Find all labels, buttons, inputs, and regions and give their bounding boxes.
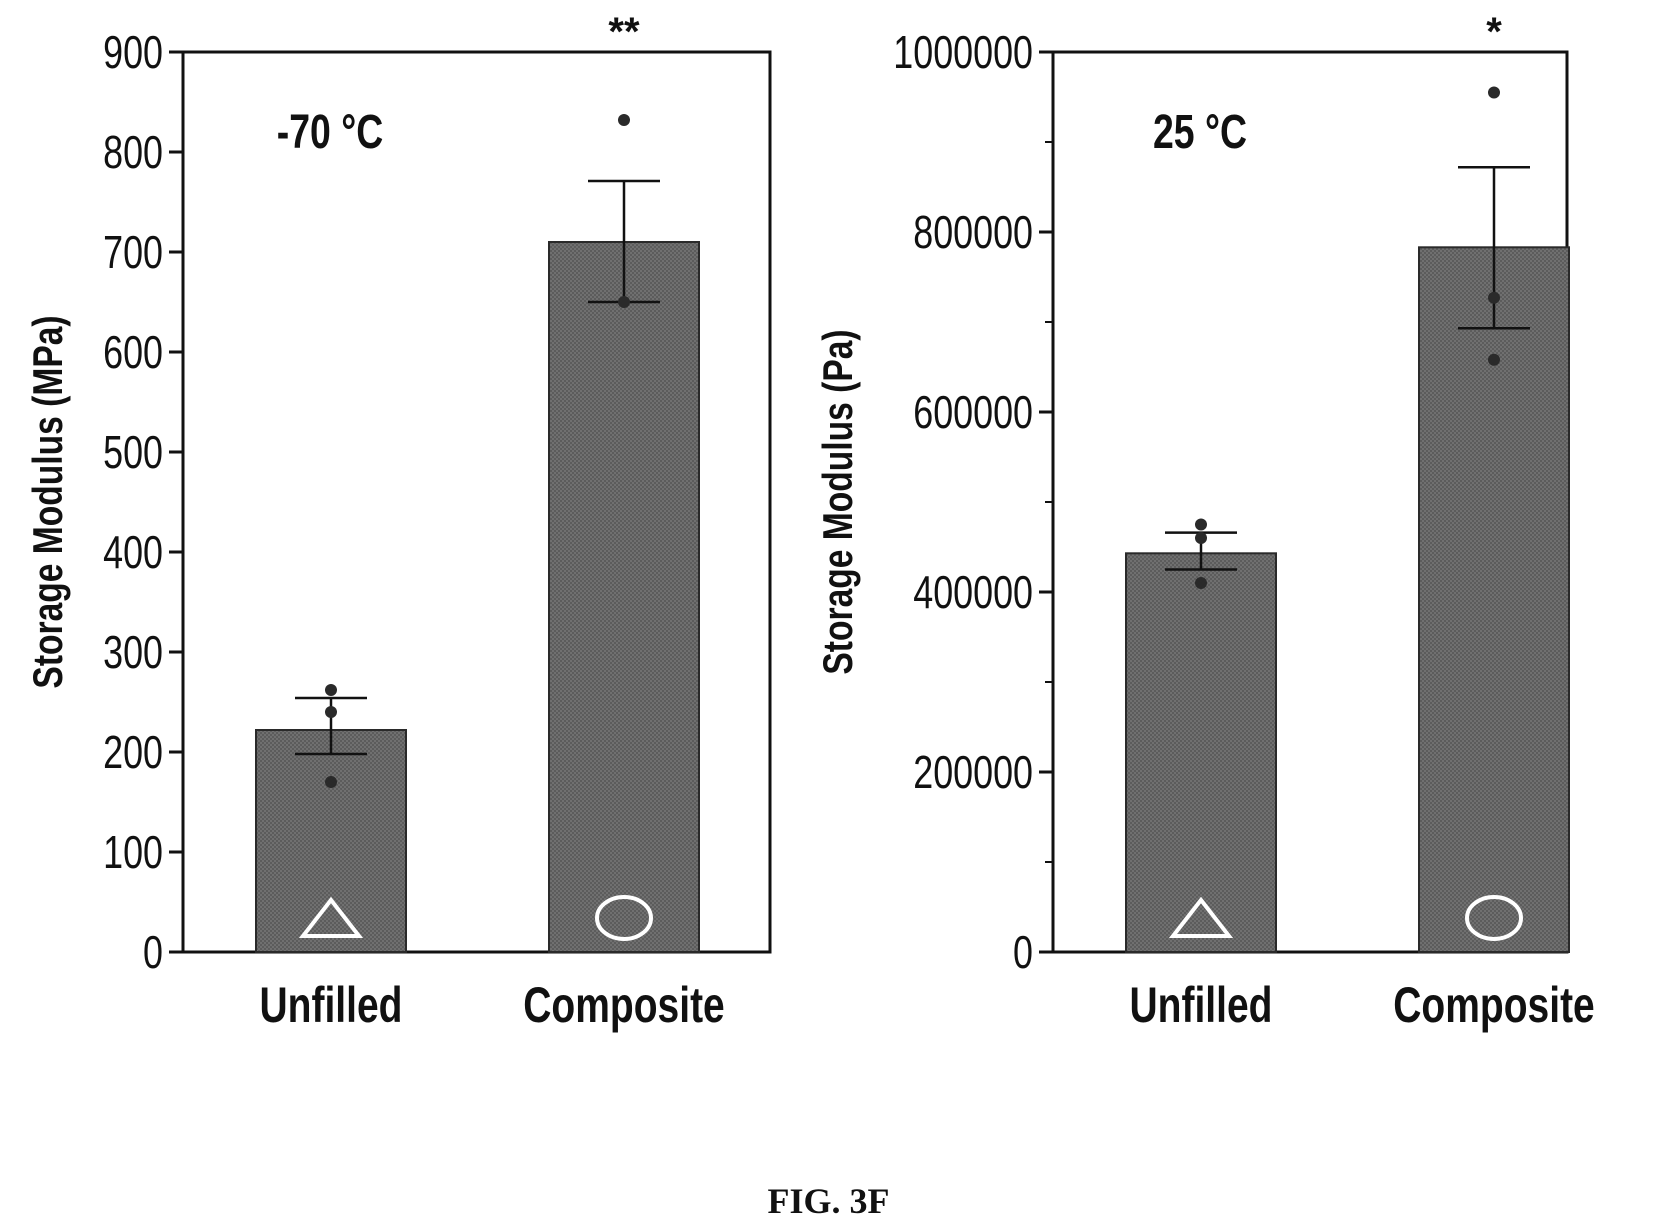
temperature-annotation: -70 °C xyxy=(277,106,383,160)
triangle-marker-icon xyxy=(298,896,364,938)
plot-frame xyxy=(181,50,772,954)
y-tick-label: 300 xyxy=(103,627,163,678)
temperature-annotation: 25 °C xyxy=(1153,106,1247,160)
data-point xyxy=(1488,86,1500,99)
y-tick-label: 700 xyxy=(103,227,163,278)
y-tick-label: 500 xyxy=(103,427,163,478)
y-tick-label: 900 xyxy=(103,27,163,78)
circle-marker-icon xyxy=(595,895,653,941)
x-category-label: Unfilled xyxy=(1130,976,1273,1033)
y-tick-label: 600 xyxy=(103,327,163,378)
data-point xyxy=(1488,291,1500,304)
significance-marker: ** xyxy=(608,10,640,54)
data-point xyxy=(618,296,630,308)
y-tick-label: 800 xyxy=(103,127,163,178)
bar-unfilled xyxy=(1125,552,1277,953)
y-tick-label: 200000 xyxy=(913,747,1033,798)
data-point xyxy=(1195,518,1207,531)
x-category-label: Composite xyxy=(1393,976,1594,1033)
y-tick-label: 0 xyxy=(143,927,163,978)
y-tick-label: 600000 xyxy=(913,387,1033,438)
data-point xyxy=(1195,532,1207,544)
y-tick-label: 1000000 xyxy=(893,27,1033,78)
significance-marker: * xyxy=(1486,10,1502,54)
data-point xyxy=(325,706,337,718)
chart-right-storage-modulus-pa: 0 200000 400000 600000 800000 1000000 Storage … xyxy=(816,10,1595,1033)
y-axis-label: Storage Modulus (Pa) xyxy=(816,329,862,674)
data-point xyxy=(618,114,630,126)
y-tick-label: 100 xyxy=(103,827,163,878)
circle-marker-icon xyxy=(1465,895,1523,941)
x-category-label: Composite xyxy=(523,976,724,1033)
y-axis-label: Storage Modulus (MPa) xyxy=(26,315,72,688)
x-category-label: Unfilled xyxy=(260,976,403,1033)
data-point xyxy=(1488,353,1500,366)
y-tick-label: 400 xyxy=(103,527,163,578)
data-point xyxy=(1195,577,1207,589)
y-tick-label: 400000 xyxy=(913,567,1033,618)
data-point xyxy=(325,684,337,696)
bar-unfilled xyxy=(255,729,407,953)
triangle-marker-icon xyxy=(1168,896,1234,938)
figure-caption: FIG. 3F xyxy=(767,1181,890,1221)
bar-composite xyxy=(548,241,700,953)
y-tick-label: 200 xyxy=(103,727,163,778)
data-point xyxy=(325,776,337,788)
chart-left-storage-modulus-mpa: 0 100 200 300 400 500 600 700 800 900 Storage Modu… xyxy=(26,10,772,1033)
bar-composite xyxy=(1418,246,1570,954)
y-tick-label: 0 xyxy=(1013,927,1033,978)
y-tick-label: 800000 xyxy=(913,207,1033,258)
